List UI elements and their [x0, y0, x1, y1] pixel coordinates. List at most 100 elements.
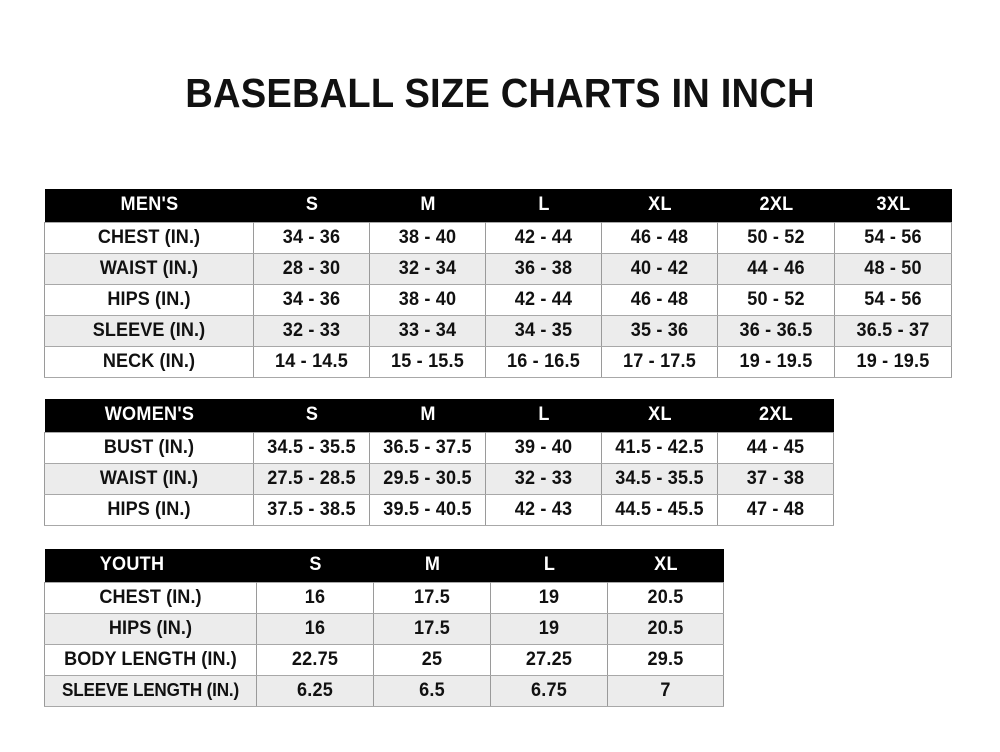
womens-col-header-m: M — [369, 399, 486, 432]
table-row: WAIST (IN.) 28 - 30 32 - 34 36 - 38 40 -… — [44, 252, 952, 285]
cell-value: 32 - 33 — [485, 462, 602, 495]
row-label: BUST (IN.) — [44, 431, 254, 464]
youth-col-header-s: S — [256, 549, 374, 582]
cell-value: 38 - 40 — [369, 283, 486, 316]
youth-table-body: CHEST (IN.) 16 17.5 19 20.5 HIPS (IN.) 1… — [44, 581, 724, 707]
cell-value: 34 - 36 — [253, 221, 370, 254]
row-label: HIPS (IN.) — [44, 283, 254, 316]
cell-value: 42 - 44 — [485, 221, 602, 254]
cell-value: 19 - 19.5 — [717, 345, 835, 378]
cell-value: 47 - 48 — [717, 493, 834, 526]
cell-value: 27.5 - 28.5 — [253, 462, 370, 495]
cell-value: 54 - 56 — [834, 221, 952, 254]
table-row: NECK (IN.) 14 - 14.5 15 - 15.5 16 - 16.5… — [44, 345, 952, 378]
womens-header-row: WOMEN'S S M L XL 2XL — [44, 399, 834, 432]
cell-value: 39 - 40 — [485, 431, 602, 464]
cell-value: 14 - 14.5 — [253, 345, 370, 378]
row-label: NECK (IN.) — [44, 345, 254, 378]
row-label: HIPS (IN.) — [44, 493, 254, 526]
womens-col-header-s: S — [253, 399, 370, 432]
cell-value: 32 - 34 — [369, 252, 486, 285]
cell-value: 6.25 — [256, 674, 374, 707]
cell-value: 22.75 — [256, 643, 374, 676]
cell-value: 33 - 34 — [369, 314, 486, 347]
cell-value: 36.5 - 37.5 — [369, 431, 486, 464]
cell-value: 16 - 16.5 — [485, 345, 602, 378]
cell-value: 48 - 50 — [834, 252, 952, 285]
cell-value: 6.5 — [373, 674, 491, 707]
mens-col-header-m: M — [369, 189, 486, 222]
youth-header-row: YOUTH S M L XL — [44, 549, 724, 582]
row-label: WAIST (IN.) — [44, 252, 254, 285]
row-label: WAIST (IN.) — [44, 462, 254, 495]
cell-value: 29.5 - 30.5 — [369, 462, 486, 495]
cell-value: 36.5 - 37 — [834, 314, 952, 347]
cell-value: 44.5 - 45.5 — [601, 493, 718, 526]
cell-value: 35 - 36 — [601, 314, 718, 347]
cell-value: 17.5 — [373, 581, 491, 614]
cell-value: 20.5 — [607, 581, 724, 614]
mens-size-table: MEN'S S M L XL 2XL 3XL CHEST (IN.) 34 - … — [44, 189, 952, 378]
row-label: SLEEVE LENGTH (IN.) — [44, 674, 257, 707]
cell-value: 34.5 - 35.5 — [253, 431, 370, 464]
cell-value: 44 - 46 — [717, 252, 835, 285]
youth-size-table: YOUTH S M L XL CHEST (IN.) 16 17.5 19 20… — [44, 549, 724, 707]
cell-value: 29.5 — [607, 643, 724, 676]
mens-col-header-2xl: 2XL — [717, 189, 835, 222]
table-row: BODY LENGTH (IN.) 22.75 25 27.25 29.5 — [44, 643, 724, 676]
cell-value: 19 — [490, 612, 608, 645]
cell-value: 44 - 45 — [717, 431, 834, 464]
cell-value: 37 - 38 — [717, 462, 834, 495]
youth-col-header-m: M — [373, 549, 491, 582]
cell-value: 28 - 30 — [253, 252, 370, 285]
mens-header-row: MEN'S S M L XL 2XL 3XL — [44, 189, 952, 222]
cell-value: 38 - 40 — [369, 221, 486, 254]
womens-table-head: WOMEN'S S M L XL 2XL — [44, 399, 834, 432]
cell-value: 34 - 35 — [485, 314, 602, 347]
cell-value: 36 - 38 — [485, 252, 602, 285]
cell-value: 36 - 36.5 — [717, 314, 835, 347]
cell-value: 39.5 - 40.5 — [369, 493, 486, 526]
cell-value: 19 — [490, 581, 608, 614]
table-row: SLEEVE (IN.) 32 - 33 33 - 34 34 - 35 35 … — [44, 314, 952, 347]
row-label: HIPS (IN.) — [44, 612, 257, 645]
table-row: SLEEVE LENGTH (IN.) 6.25 6.5 6.75 7 — [44, 674, 724, 707]
row-label: CHEST (IN.) — [44, 221, 254, 254]
mens-table-body: CHEST (IN.) 34 - 36 38 - 40 42 - 44 46 -… — [44, 221, 952, 378]
cell-value: 54 - 56 — [834, 283, 952, 316]
cell-value: 19 - 19.5 — [834, 345, 952, 378]
womens-table-body: BUST (IN.) 34.5 - 35.5 36.5 - 37.5 39 - … — [44, 431, 834, 526]
cell-value: 16 — [256, 612, 374, 645]
cell-value: 27.25 — [490, 643, 608, 676]
table-row: HIPS (IN.) 34 - 36 38 - 40 42 - 44 46 - … — [44, 283, 952, 316]
youth-col-header-l: L — [490, 549, 608, 582]
cell-value: 7 — [607, 674, 724, 707]
cell-value: 40 - 42 — [601, 252, 718, 285]
cell-value: 50 - 52 — [717, 221, 835, 254]
mens-col-header-3xl: 3XL — [834, 189, 952, 222]
mens-table-head: MEN'S S M L XL 2XL 3XL — [44, 189, 952, 222]
cell-value: 32 - 33 — [253, 314, 370, 347]
row-label: BODY LENGTH (IN.) — [44, 643, 257, 676]
table-row: HIPS (IN.) 37.5 - 38.5 39.5 - 40.5 42 - … — [44, 493, 834, 526]
row-label: SLEEVE (IN.) — [44, 314, 254, 347]
cell-value: 42 - 43 — [485, 493, 602, 526]
mens-col-header-l: L — [485, 189, 602, 222]
table-row: CHEST (IN.) 16 17.5 19 20.5 — [44, 581, 724, 614]
table-row: HIPS (IN.) 16 17.5 19 20.5 — [44, 612, 724, 645]
cell-value: 17.5 — [373, 612, 491, 645]
cell-value: 25 — [373, 643, 491, 676]
mens-col-header-xl: XL — [601, 189, 718, 222]
table-row: WAIST (IN.) 27.5 - 28.5 29.5 - 30.5 32 -… — [44, 462, 834, 495]
cell-value: 20.5 — [607, 612, 724, 645]
cell-value: 15 - 15.5 — [369, 345, 486, 378]
womens-group-header: WOMEN'S — [44, 399, 254, 432]
table-row: BUST (IN.) 34.5 - 35.5 36.5 - 37.5 39 - … — [44, 431, 834, 464]
cell-value: 42 - 44 — [485, 283, 602, 316]
cell-value: 41.5 - 42.5 — [601, 431, 718, 464]
womens-size-table: WOMEN'S S M L XL 2XL BUST (IN.) 34.5 - 3… — [44, 399, 834, 526]
cell-value: 16 — [256, 581, 374, 614]
cell-value: 46 - 48 — [601, 283, 718, 316]
page-title: BASEBALL SIZE CHARTS IN INCH — [185, 70, 815, 116]
cell-value: 46 - 48 — [601, 221, 718, 254]
